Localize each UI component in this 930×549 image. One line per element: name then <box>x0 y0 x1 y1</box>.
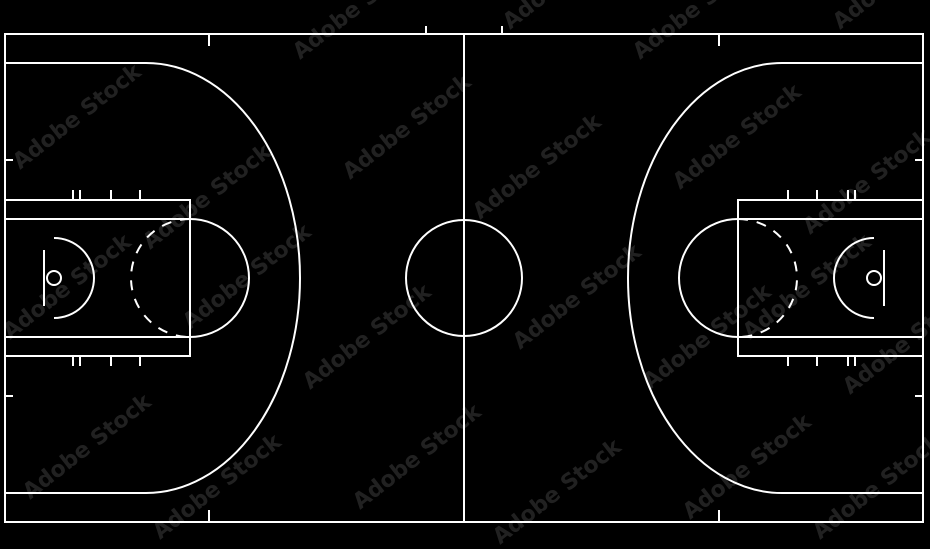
watermark-text: Adobe Stock <box>178 219 317 335</box>
watermark-text: Adobe Stock <box>798 124 930 240</box>
watermark-text: Adobe Stock <box>488 434 627 549</box>
watermark-text: Adobe Stock <box>298 279 437 395</box>
watermark-text: Adobe Stock <box>348 399 487 515</box>
free-throw-arc-dashed-right <box>737 218 798 338</box>
watermark-text: Adobe Stock <box>508 239 647 355</box>
watermark-text: Adobe Stock <box>808 429 930 545</box>
watermark-text: Adobe Stock <box>148 429 287 545</box>
watermark-text: Adobe Stock <box>338 69 477 185</box>
key-outer-left <box>4 199 191 357</box>
watermark-text: Adobe Stock <box>468 109 607 225</box>
three-point-line-right <box>627 62 923 494</box>
restricted-arc-right <box>833 237 875 319</box>
watermark-text: Adobe Stock <box>18 389 157 505</box>
key-outer-right <box>737 199 924 357</box>
free-throw-arc-dashed-left <box>130 218 191 338</box>
watermark-text: Adobe Stock <box>498 0 637 35</box>
watermark-text: Adobe Stock <box>668 79 807 195</box>
free-throw-arc-right <box>678 218 739 338</box>
restricted-arc-left <box>53 237 95 319</box>
three-point-line-left <box>5 62 301 494</box>
hoop-right <box>866 270 882 286</box>
watermark-text: Adobe Stock <box>138 139 277 255</box>
center-circle <box>405 219 523 337</box>
hoop-left <box>46 270 62 286</box>
watermark-text: Adobe Stock <box>828 0 930 35</box>
watermark-text: Adobe Stock <box>288 0 427 65</box>
watermark-text: Adobe Stock <box>8 59 147 175</box>
free-throw-arc-left <box>189 218 250 338</box>
watermark-text: Adobe Stock <box>0 229 137 345</box>
watermark-text: Adobe Stock <box>628 0 767 65</box>
watermark-text: Adobe Stock <box>678 409 817 525</box>
